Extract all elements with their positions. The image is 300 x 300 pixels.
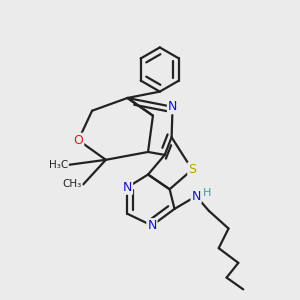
Text: N: N (123, 181, 132, 194)
Text: H₃C: H₃C (49, 160, 68, 170)
Text: H: H (203, 188, 212, 198)
Text: N: N (147, 219, 157, 232)
Text: CH₃: CH₃ (62, 179, 82, 189)
Text: S: S (188, 163, 196, 176)
Text: N: N (168, 100, 177, 113)
Text: N: N (191, 190, 201, 202)
Text: O: O (74, 134, 83, 147)
